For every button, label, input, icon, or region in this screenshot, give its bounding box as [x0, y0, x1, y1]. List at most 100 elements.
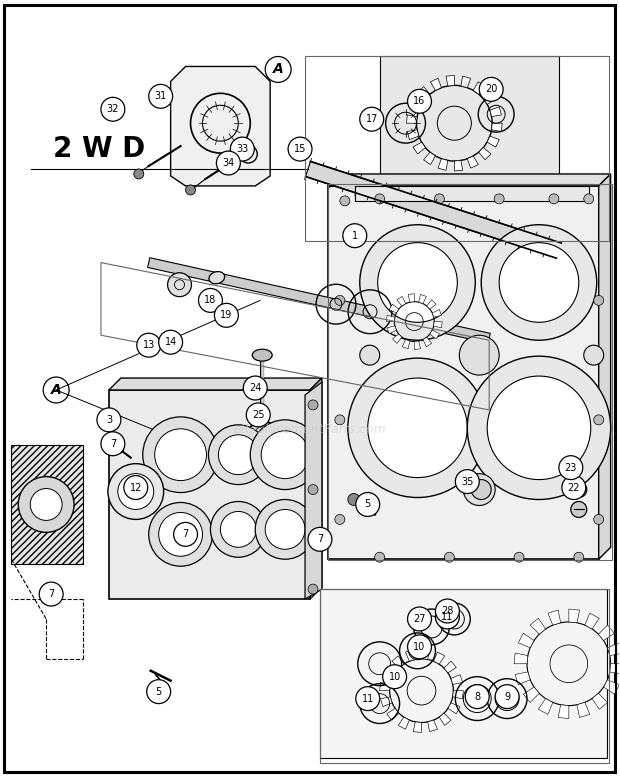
Circle shape	[479, 77, 503, 101]
Text: 31: 31	[154, 91, 167, 101]
Polygon shape	[407, 115, 417, 123]
Circle shape	[147, 680, 171, 703]
Ellipse shape	[209, 272, 224, 284]
Circle shape	[574, 552, 584, 562]
Polygon shape	[599, 174, 611, 559]
Polygon shape	[320, 589, 606, 759]
Circle shape	[481, 225, 596, 340]
Circle shape	[308, 584, 318, 594]
Circle shape	[174, 522, 198, 546]
Polygon shape	[392, 656, 404, 668]
Polygon shape	[518, 633, 534, 648]
Text: 18: 18	[205, 296, 216, 306]
Text: 5: 5	[156, 687, 162, 696]
Polygon shape	[397, 296, 405, 306]
Text: 32: 32	[107, 104, 119, 114]
Text: 16: 16	[414, 96, 426, 107]
Polygon shape	[422, 649, 430, 660]
Text: A: A	[273, 62, 283, 76]
Text: eReplacementParts.com: eReplacementParts.com	[234, 423, 386, 436]
Text: 33: 33	[236, 144, 249, 154]
Polygon shape	[490, 107, 502, 117]
Circle shape	[261, 431, 309, 478]
Polygon shape	[405, 650, 415, 661]
Circle shape	[435, 194, 445, 204]
Polygon shape	[11, 445, 83, 564]
Text: 7: 7	[48, 589, 55, 599]
Circle shape	[124, 475, 148, 499]
Circle shape	[39, 582, 63, 606]
Ellipse shape	[252, 349, 272, 361]
Polygon shape	[451, 675, 463, 685]
Circle shape	[19, 477, 74, 532]
Circle shape	[155, 429, 206, 481]
Text: 20: 20	[485, 84, 497, 94]
Polygon shape	[408, 294, 414, 302]
Polygon shape	[434, 321, 442, 328]
Text: 10: 10	[389, 671, 401, 682]
Circle shape	[356, 687, 379, 710]
Circle shape	[495, 685, 519, 709]
Circle shape	[459, 335, 499, 375]
Text: 7: 7	[317, 534, 323, 545]
Text: 14: 14	[164, 337, 177, 347]
Text: 22: 22	[567, 482, 580, 492]
Polygon shape	[305, 382, 322, 599]
Circle shape	[584, 345, 604, 365]
Polygon shape	[387, 326, 396, 334]
Text: 12: 12	[130, 482, 142, 492]
Circle shape	[167, 273, 192, 296]
Circle shape	[467, 356, 611, 499]
Polygon shape	[473, 82, 485, 94]
Polygon shape	[461, 76, 471, 88]
Circle shape	[255, 499, 315, 559]
Polygon shape	[598, 625, 614, 640]
Text: 7: 7	[110, 439, 116, 449]
Circle shape	[159, 331, 182, 354]
Polygon shape	[328, 174, 611, 186]
Text: 23: 23	[565, 463, 577, 473]
Circle shape	[445, 552, 454, 562]
Polygon shape	[538, 699, 553, 714]
Text: 28: 28	[441, 606, 454, 616]
Polygon shape	[428, 720, 438, 731]
Polygon shape	[430, 79, 441, 90]
Polygon shape	[148, 258, 490, 343]
Polygon shape	[610, 664, 620, 675]
Circle shape	[243, 376, 267, 400]
Polygon shape	[479, 148, 491, 159]
Circle shape	[97, 408, 121, 432]
Circle shape	[137, 333, 161, 357]
Text: 8: 8	[474, 692, 480, 702]
Polygon shape	[448, 703, 460, 714]
Text: 19: 19	[220, 310, 232, 321]
Circle shape	[360, 107, 384, 131]
Circle shape	[118, 474, 154, 510]
Polygon shape	[423, 152, 435, 165]
Polygon shape	[423, 337, 432, 347]
Circle shape	[335, 514, 345, 524]
Polygon shape	[414, 341, 420, 349]
Polygon shape	[310, 378, 322, 599]
Polygon shape	[418, 86, 430, 99]
Polygon shape	[577, 703, 590, 717]
Text: 24: 24	[249, 383, 262, 393]
Circle shape	[407, 89, 432, 114]
Circle shape	[246, 403, 270, 427]
Polygon shape	[430, 330, 440, 339]
Polygon shape	[439, 713, 451, 725]
Polygon shape	[530, 619, 546, 634]
Circle shape	[374, 552, 384, 562]
Circle shape	[348, 493, 360, 506]
Circle shape	[101, 97, 125, 121]
Polygon shape	[438, 159, 448, 170]
Circle shape	[220, 511, 256, 547]
Circle shape	[216, 151, 241, 175]
Text: A: A	[51, 383, 61, 397]
Text: 34: 34	[222, 158, 234, 168]
Polygon shape	[355, 186, 589, 201]
Circle shape	[487, 376, 591, 479]
Circle shape	[288, 137, 312, 161]
Circle shape	[383, 664, 407, 689]
Circle shape	[455, 470, 479, 493]
